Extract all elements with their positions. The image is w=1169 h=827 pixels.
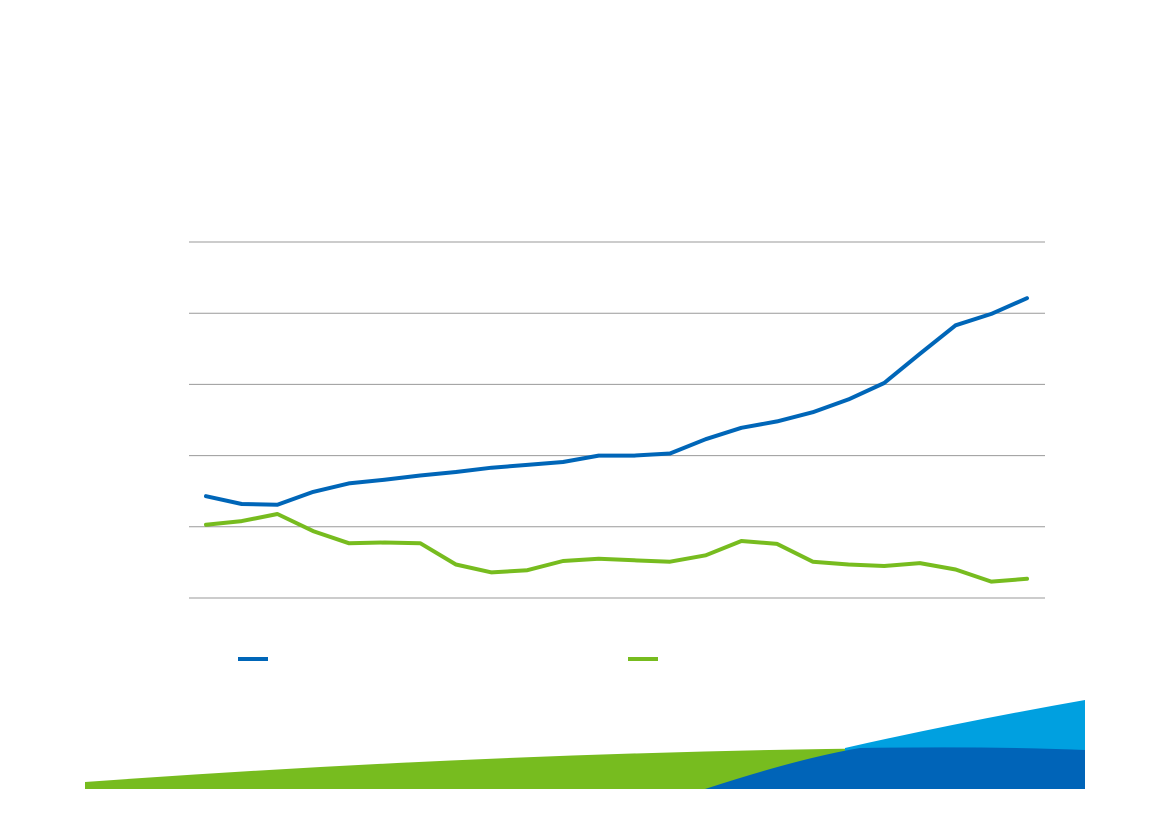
decor-dark-blue-swoosh: [705, 747, 1085, 789]
footer-decoration: [85, 700, 1085, 789]
data-point-s0-20: [918, 352, 922, 356]
data-point-s0-3: [311, 490, 315, 494]
data-point-s0-22: [989, 312, 993, 316]
data-point-s1-19: [882, 564, 886, 568]
data-point-s1-20: [918, 561, 922, 565]
chart-gridlines: [189, 241, 1045, 599]
data-point-s1-6: [418, 541, 422, 545]
data-point-s1-2: [275, 512, 279, 516]
data-point-s1-0: [204, 523, 208, 527]
data-point-s0-7: [454, 470, 458, 474]
data-point-s0-10: [561, 460, 565, 464]
data-point-s1-15: [739, 539, 743, 543]
chart-series: [204, 296, 1029, 584]
data-point-s0-19: [882, 381, 886, 385]
data-point-s0-1: [240, 502, 244, 506]
data-point-s0-4: [347, 481, 351, 485]
data-point-s0-13: [668, 452, 672, 455]
data-point-s1-4: [347, 541, 351, 545]
data-point-s0-17: [811, 410, 815, 414]
data-point-s0-8: [490, 466, 494, 470]
series-line-1: [204, 512, 1029, 584]
data-point-s0-18: [847, 397, 850, 401]
data-point-s1-16: [775, 542, 779, 546]
data-point-s0-9: [525, 463, 529, 467]
data-point-s1-14: [704, 553, 708, 557]
data-point-s1-12: [632, 558, 636, 562]
data-point-s1-13: [668, 560, 672, 564]
data-point-s0-5: [383, 478, 386, 482]
data-point-s0-14: [704, 437, 708, 441]
data-point-s0-21: [954, 323, 958, 327]
data-point-s0-12: [632, 454, 636, 458]
data-point-s1-10: [561, 559, 565, 563]
data-point-s0-6: [418, 474, 422, 477]
data-point-s1-17: [811, 560, 815, 564]
data-point-s1-7: [454, 563, 458, 566]
data-point-s1-22: [989, 580, 993, 584]
data-point-s0-0: [204, 494, 208, 498]
data-point-s0-23: [1025, 296, 1029, 300]
series-line-0: [204, 296, 1029, 507]
data-point-s1-8: [490, 570, 494, 574]
data-point-s1-18: [847, 563, 850, 566]
data-point-s1-5: [383, 541, 386, 544]
data-point-s1-1: [240, 519, 244, 523]
decor-green-swoosh: [85, 748, 900, 789]
data-point-s1-9: [525, 568, 529, 572]
data-point-s1-21: [954, 568, 958, 571]
data-point-s0-2: [275, 503, 279, 507]
data-point-s1-23: [1025, 577, 1029, 581]
data-point-s0-15: [739, 426, 743, 430]
data-point-s0-16: [775, 419, 779, 423]
data-point-s0-11: [597, 454, 601, 458]
data-point-s1-11: [597, 557, 601, 561]
data-point-s1-3: [311, 529, 315, 533]
